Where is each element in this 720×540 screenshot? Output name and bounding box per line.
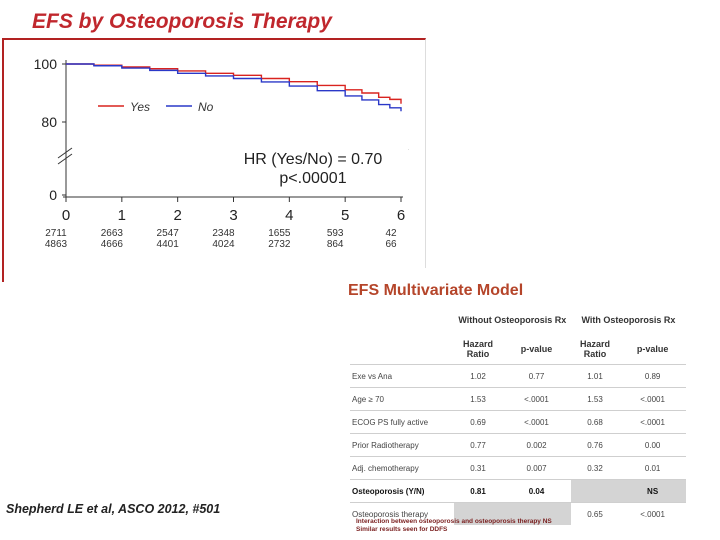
row-label: ECOG PS fully active — [350, 410, 454, 434]
x-tick-label: 1 — [118, 207, 126, 224]
at-risk-no: 864 — [327, 239, 344, 250]
legend-label-yes: Yes — [130, 100, 150, 114]
col-p-value: p-value — [520, 344, 553, 354]
at-risk-yes: 2711 — [45, 228, 67, 239]
cell-p-value: 0.77 — [502, 364, 571, 388]
at-risk-yes: 593 — [327, 228, 344, 239]
cell-p-value: 0.002 — [502, 433, 571, 457]
footnote-line: Interaction between osteoporosis and ost… — [356, 518, 552, 525]
cell-p-value: 0.01 — [619, 456, 686, 480]
y-tick-label: 100 — [34, 56, 58, 72]
cell-hazard-ratio: 1.02 — [453, 364, 503, 388]
row-label: Adj. chemotherapy — [350, 456, 454, 480]
cell-hazard-ratio: 0.81 — [453, 479, 503, 503]
at-risk-no: 4401 — [157, 239, 180, 250]
col-hazard-ratio: Hazard Ratio — [463, 339, 494, 359]
km-chart-panel: 100 80 0 0 1 2 3 4 5 6 2711 2663 2547 2348 1655 593 42 48… — [2, 38, 426, 282]
x-tick-label: 2 — [173, 207, 181, 224]
cell-p-value: 0.89 — [619, 364, 686, 388]
row-label: Age ≥ 70 — [350, 387, 454, 411]
col-p-value: p-value — [636, 344, 669, 354]
x-tick-label: 3 — [229, 207, 237, 224]
p-value: p<.00001 — [279, 170, 347, 187]
row-label: Osteoporosis therapy — [350, 502, 454, 525]
cell-p-value — [502, 502, 571, 525]
cell-p-value: <.0001 — [502, 387, 571, 411]
cell-p-value: <.0001 — [619, 410, 686, 434]
cell-p-value: 0.00 — [619, 433, 686, 457]
table-row: Prior Radiotherapy 0.77 0.002 0.76 0.00 — [350, 433, 686, 457]
slide-title: EFS by Osteoporosis Therapy — [32, 10, 332, 33]
row-label: Osteoporosis (Y/N) — [350, 479, 454, 503]
at-risk-yes: 2663 — [101, 228, 124, 239]
at-risk-no: 4666 — [101, 239, 124, 250]
at-risk-no: 4863 — [45, 239, 68, 250]
cell-hazard-ratio — [570, 479, 620, 503]
cell-p-value: 0.04 — [502, 479, 571, 503]
table-row: Osteoporosis (Y/N) 0.81 0.04 NS — [350, 479, 686, 503]
table-title: EFS Multivariate Model — [348, 282, 524, 299]
axis-break-mark — [57, 153, 73, 165]
km-chart: 100 80 00 1 2 3 4 5 6 2711 2663 2547 2348 1655 593 42 48… — [34, 56, 410, 250]
x-tick-label: 0 — [62, 207, 70, 224]
table-footnote: Interaction between osteoporosis and ost… — [356, 518, 552, 534]
at-risk-yes: 2348 — [212, 228, 235, 239]
hazard-ratio-annotation: HR (Yes/No) = 0.70 p<.00001 — [208, 150, 418, 188]
at-risk-yes: 2547 — [157, 228, 180, 239]
footnote-line: Similar results seen for DDFS — [356, 526, 448, 533]
at-risk-yes: 42 — [385, 228, 397, 239]
table-row: Osteoporosis therapy 0.65 <.0001 — [350, 502, 686, 525]
table-row: Adj. chemotherapy 0.31 0.007 0.32 0.01 — [350, 456, 686, 480]
cell-hazard-ratio: 0.76 — [570, 433, 620, 457]
col-hazard-ratio: Hazard Ratio — [580, 339, 611, 359]
cell-hazard-ratio: 1.01 — [570, 364, 620, 388]
row-label: Exe vs Ana — [350, 364, 454, 388]
at-risk-no: 4024 — [212, 239, 235, 250]
hr-value: HR (Yes/No) = 0.70 — [243, 151, 383, 168]
y-tick-label: 0 — [49, 187, 57, 203]
cell-hazard-ratio: 0.69 — [453, 410, 503, 434]
citation: Shepherd LE et al, ASCO 2012, #501 — [6, 502, 221, 516]
cell-hazard-ratio: 0.65 — [570, 502, 620, 525]
x-tick-label: 5 — [341, 207, 349, 224]
y-tick-label: 80 — [41, 114, 57, 130]
axis-break-mark — [57, 147, 73, 159]
cell-hazard-ratio: 0.32 — [570, 456, 620, 480]
at-risk-no: 66 — [385, 239, 397, 250]
table-row: Exe vs Ana 1.02 0.77 1.01 0.89 — [350, 364, 686, 388]
group-without-header: Without Osteoporosis Rx — [458, 315, 567, 325]
cell-hazard-ratio: 0.68 — [570, 410, 620, 434]
at-risk-yes: 1655 — [268, 228, 291, 239]
cell-hazard-ratio — [453, 502, 503, 525]
cell-hazard-ratio: 1.53 — [570, 387, 620, 411]
at-risk-no: 2732 — [268, 239, 291, 250]
x-tick-label: 4 — [285, 207, 293, 224]
cell-p-value: <.0001 — [619, 387, 686, 411]
table-column-header: Hazard Ratio p-value Hazard Ratio p-valu… — [350, 334, 686, 365]
cell-p-value: <.0001 — [619, 502, 686, 525]
cell-hazard-ratio: 1.53 — [453, 387, 503, 411]
cell-p-value: NS — [619, 479, 686, 503]
table-row: ECOG PS fully active 0.69 <.0001 0.68 <.0001 — [350, 410, 686, 434]
cell-p-value: <.0001 — [502, 410, 571, 434]
multivariate-table: Without Osteoporosis Rx With Osteoporosi… — [350, 306, 686, 525]
cell-hazard-ratio: 0.77 — [453, 433, 503, 457]
legend-label-no: No — [198, 100, 214, 114]
table-group-header: Without Osteoporosis Rx With Osteoporosi… — [350, 306, 686, 334]
series-line-yes — [66, 63, 402, 104]
row-label: Prior Radiotherapy — [350, 433, 454, 457]
group-with-header: With Osteoporosis Rx — [581, 315, 676, 325]
x-tick-label: 6 — [397, 207, 405, 224]
series-line-no — [66, 63, 402, 112]
table-row: Age ≥ 70 1.53 <.0001 1.53 <.0001 — [350, 387, 686, 411]
multivariate-panel: EFS Multivariate Model Without Osteoporo… — [334, 268, 686, 540]
cell-hazard-ratio: 0.31 — [453, 456, 503, 480]
cell-p-value: 0.007 — [502, 456, 571, 480]
